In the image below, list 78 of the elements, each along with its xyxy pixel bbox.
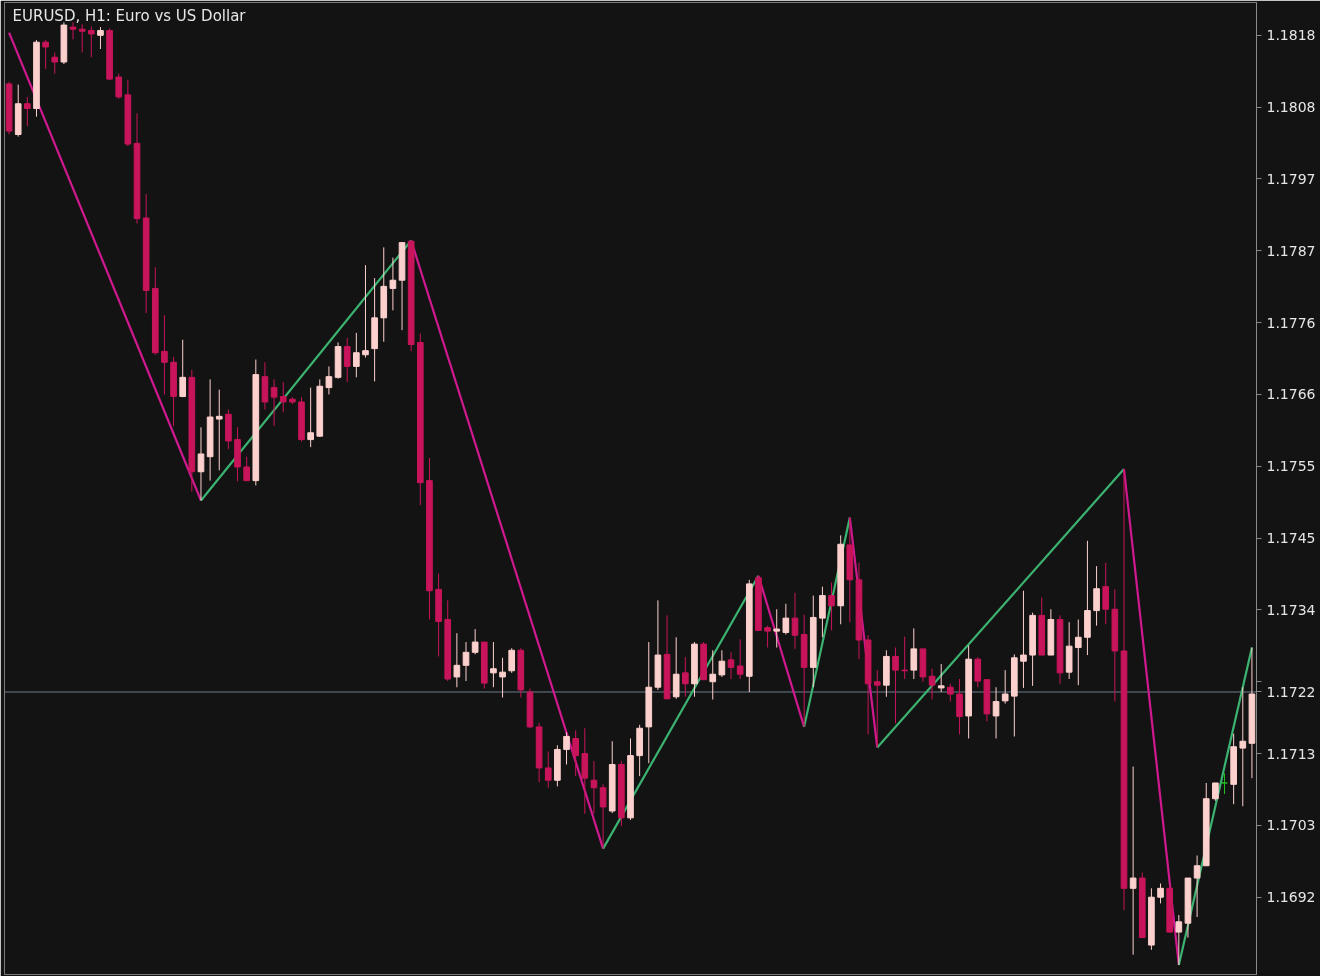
candlestick [764, 625, 771, 649]
candlestick [956, 678, 963, 735]
candlestick [197, 426, 205, 501]
candlestick [270, 378, 278, 427]
y-tick-label: 1.1703 [1266, 817, 1316, 834]
y-tick-label: 1.1797 [1266, 170, 1316, 187]
candlestick [892, 647, 899, 724]
candlestick [499, 657, 506, 698]
candlestick [78, 23, 86, 53]
candlestick [42, 39, 49, 70]
candlestick [453, 632, 461, 688]
candlestick [490, 641, 497, 688]
candlestick [179, 339, 187, 398]
candlestick [307, 387, 314, 448]
candlestick [115, 73, 123, 100]
y-tick-label: 1.1745 [1266, 530, 1316, 547]
candlestick [243, 456, 251, 482]
candlestick [791, 592, 799, 650]
candlestick [69, 21, 77, 40]
candlestick [353, 332, 360, 378]
candlestick [1221, 772, 1228, 795]
candlestick [508, 647, 516, 674]
y-tick-label: 1.1776 [1266, 314, 1316, 331]
candlestick [974, 656, 982, 688]
candlestick [1093, 565, 1100, 627]
candlestick [471, 628, 479, 655]
candlestick [462, 641, 470, 682]
chart-title: EURUSD, H1: Euro vs US Dollar [12, 6, 247, 25]
candlestick [161, 314, 168, 395]
y-tick-label: 1.1692 [1266, 889, 1316, 906]
candlestick [1102, 562, 1110, 625]
candlestick [215, 389, 223, 471]
y-tick-label: 1.1787 [1266, 242, 1316, 259]
candlestick [727, 651, 735, 680]
candlestick [1239, 686, 1247, 807]
candlestick [572, 729, 579, 777]
candlestick [828, 582, 835, 631]
candlestick [937, 663, 945, 693]
candlestick [773, 608, 781, 649]
candlestick [1129, 766, 1137, 956]
candlestick [1193, 854, 1201, 918]
y-tick-label: 1.1713 [1266, 745, 1316, 762]
candlestick [389, 257, 397, 311]
candlestick [590, 760, 598, 815]
candlestick [992, 686, 1000, 740]
y-tick-label: 1.1766 [1266, 386, 1316, 403]
candlestick [910, 627, 918, 680]
candlestick [51, 51, 59, 75]
candlestick [343, 337, 351, 383]
y-tick-label: 1.1808 [1266, 99, 1316, 116]
candlestick [87, 25, 95, 58]
candlestick [873, 669, 881, 748]
candlestick [782, 603, 790, 636]
candlestick [682, 656, 689, 698]
candlestick [1175, 914, 1183, 966]
candlestick [819, 586, 826, 638]
candlestick [1001, 669, 1009, 705]
candlestick [362, 264, 369, 359]
y-tick-label: 1.1818 [1266, 27, 1316, 44]
candlestick [718, 649, 726, 678]
candlestick [563, 731, 570, 765]
candlestick [709, 649, 717, 701]
candlestick [672, 636, 680, 700]
candlestick [736, 638, 744, 680]
candlestick [1157, 883, 1164, 904]
y-tick-label: 1.1734 [1266, 601, 1316, 618]
candlestick [1074, 618, 1082, 686]
candlestick [24, 96, 31, 127]
candlestick [325, 365, 333, 395]
candlestick [599, 783, 607, 850]
candlestick [279, 381, 287, 413]
candlestick [901, 636, 908, 680]
candlestick [1020, 590, 1027, 689]
ref-line-label: 1.1722 [1266, 684, 1316, 700]
candlestick [97, 26, 104, 50]
candlestick [928, 668, 936, 701]
candlestick [544, 751, 552, 789]
y-tick-label: 1.1755 [1266, 458, 1316, 475]
